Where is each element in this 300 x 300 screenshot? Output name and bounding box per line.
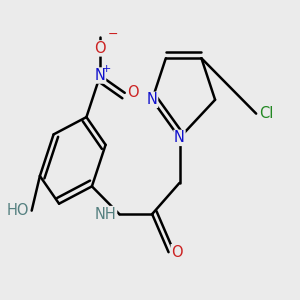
Text: NH: NH bbox=[95, 207, 116, 222]
Text: N: N bbox=[95, 68, 106, 83]
Text: N: N bbox=[174, 130, 185, 146]
Text: −: − bbox=[108, 28, 119, 41]
Text: N: N bbox=[147, 92, 158, 107]
Text: O: O bbox=[128, 85, 139, 100]
Text: O: O bbox=[94, 41, 106, 56]
Text: Cl: Cl bbox=[259, 106, 273, 121]
Text: HO: HO bbox=[6, 203, 29, 218]
Text: +: + bbox=[102, 64, 112, 74]
Text: O: O bbox=[171, 245, 183, 260]
